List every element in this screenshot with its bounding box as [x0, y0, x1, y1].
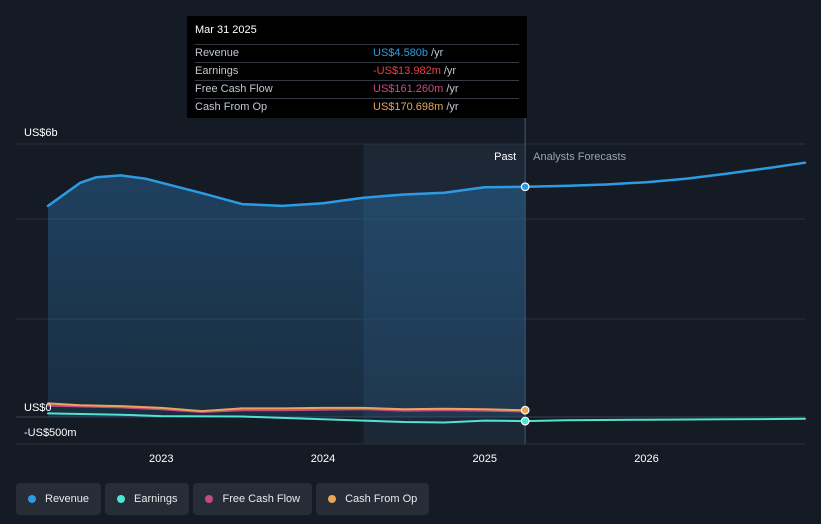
marker-revenue	[520, 182, 530, 192]
x-tick-label: 2025	[472, 453, 496, 465]
y-tick-zero: US$0	[24, 402, 52, 414]
tooltip-label: Free Cash Flow	[195, 83, 273, 95]
legend-label: Cash From Op	[345, 493, 418, 505]
x-tick-label: 2026	[634, 453, 658, 465]
legend-dot-icon	[205, 495, 214, 503]
legend-label: Free Cash Flow	[222, 493, 301, 505]
legend-item-revenue[interactable]: Revenue	[16, 483, 102, 515]
tooltip-value: US$4.580b	[373, 47, 429, 59]
tooltip-label: Revenue	[195, 47, 240, 59]
legend-item-cash-from-op[interactable]: Cash From Op	[316, 483, 430, 515]
series-line-revenue	[46, 161, 807, 208]
series-line-earnings	[47, 412, 806, 424]
legend-dot-icon	[28, 495, 36, 503]
tooltip-value: US$170.698m	[373, 101, 444, 113]
tooltip-row-revenue: Revenue US$4.580b /yr	[195, 44, 519, 62]
tooltip-label: Earnings	[195, 65, 239, 77]
data-tooltip: Mar 31 2025 Revenue US$4.580b /yr Earnin…	[187, 16, 527, 118]
x-axis-labels: 2023 2024 2025 2026	[149, 453, 659, 465]
tooltip-value: -US$13.982m	[373, 65, 441, 77]
legend-dot-icon	[328, 495, 337, 503]
marker-cash-from-op	[520, 405, 530, 415]
tooltip-value: US$161.260m	[373, 83, 444, 95]
past-label: Past	[494, 151, 516, 163]
tooltip-unit: /yr	[446, 83, 459, 95]
series-line-cash-from-op	[47, 402, 527, 413]
tooltip-label: Cash From Op	[195, 101, 268, 113]
y-tick-top: US$6b	[24, 127, 58, 139]
chart-legend: Revenue Earnings Free Cash Flow Cash Fro…	[16, 483, 430, 515]
series-lines	[46, 161, 807, 424]
y-tick-bottom: -US$500m	[24, 427, 77, 439]
forecast-label: Analysts Forecasts	[533, 151, 626, 163]
tooltip-row-earnings: Earnings -US$13.982m /yr	[195, 62, 519, 80]
x-tick-label: 2024	[311, 453, 335, 465]
x-tick-label: 2023	[149, 453, 173, 465]
tooltip-unit: /yr	[431, 47, 444, 59]
tooltip-unit: /yr	[446, 101, 459, 113]
revenue-area	[48, 175, 526, 417]
marker-earnings	[520, 416, 530, 426]
legend-item-earnings[interactable]: Earnings	[105, 483, 190, 515]
series-line-free-cash-flow	[47, 404, 527, 413]
tooltip-unit: /yr	[443, 65, 457, 77]
tooltip-date: Mar 31 2025	[195, 24, 257, 36]
legend-dot-icon	[117, 495, 126, 503]
series-markers	[520, 182, 530, 426]
legend-item-free-cash-flow[interactable]: Free Cash Flow	[193, 483, 313, 515]
tooltip-row-free-cash-flow: Free Cash Flow US$161.260m /yr	[195, 80, 519, 98]
legend-label: Revenue	[45, 493, 90, 505]
legend-label: Earnings	[134, 493, 178, 505]
tooltip-row-cash-from-op: Cash From Op US$170.698m /yr	[195, 98, 519, 116]
